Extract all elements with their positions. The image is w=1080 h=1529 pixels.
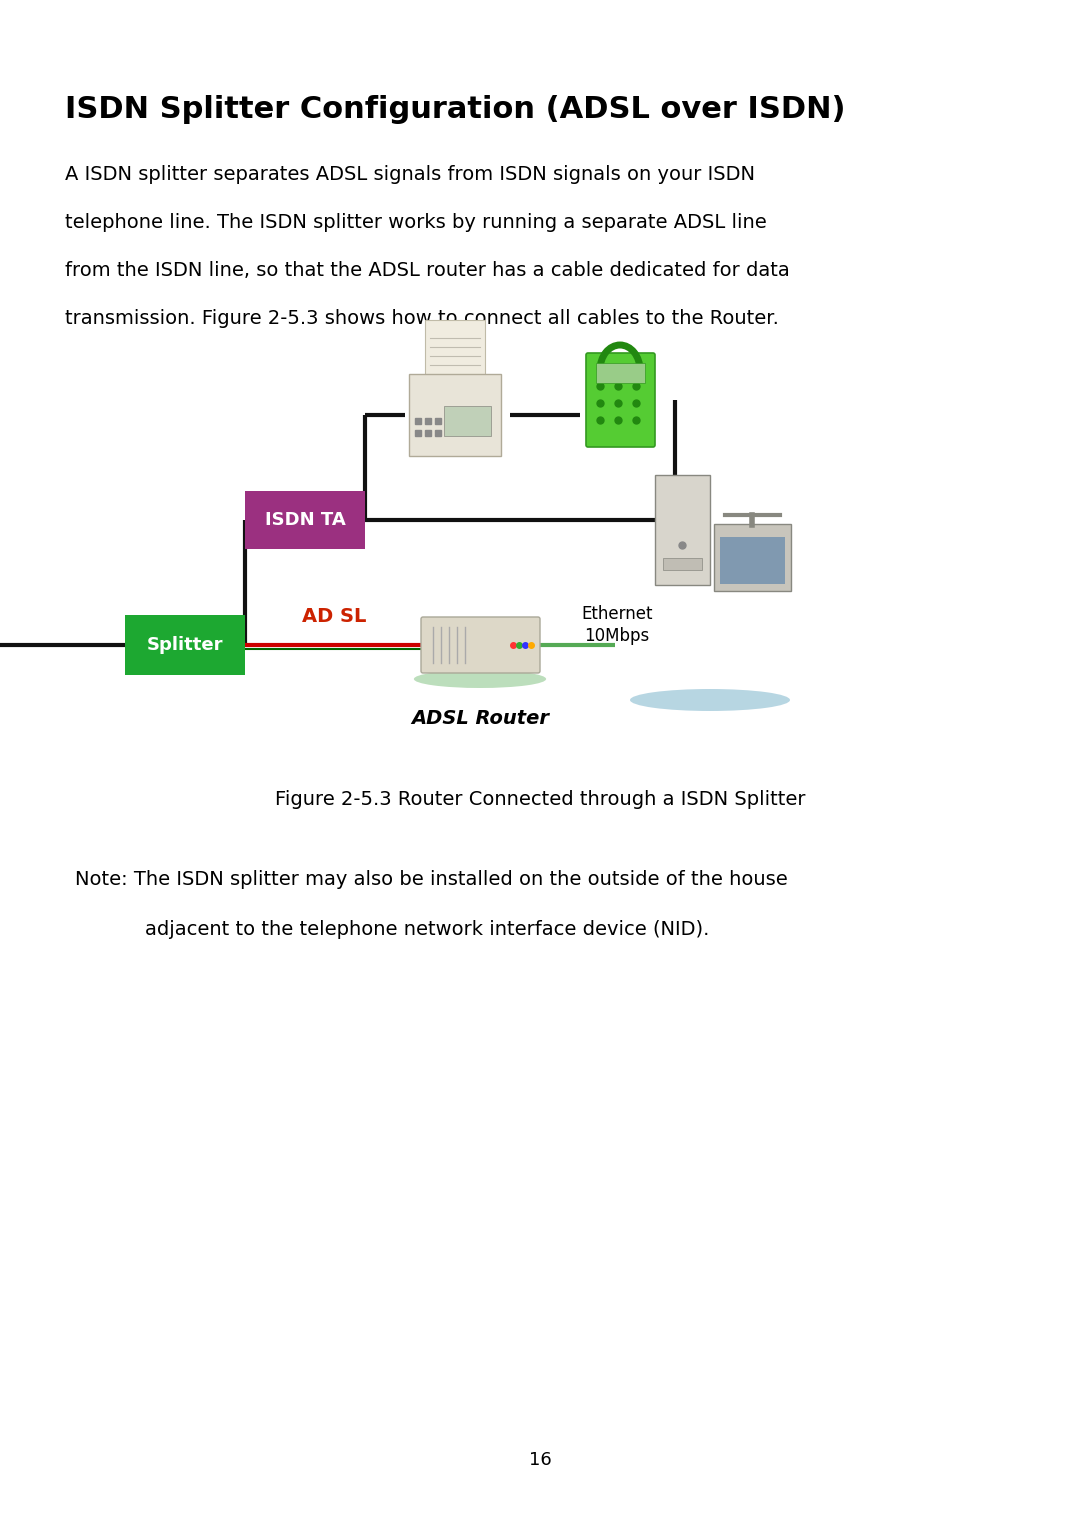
Text: from the ISDN line, so that the ADSL router has a cable dedicated for data: from the ISDN line, so that the ADSL rou… bbox=[65, 261, 789, 280]
FancyBboxPatch shape bbox=[714, 524, 791, 592]
Text: ISDN Splitter Configuration (ADSL over ISDN): ISDN Splitter Configuration (ADSL over I… bbox=[65, 95, 846, 124]
Ellipse shape bbox=[414, 670, 546, 688]
Text: adjacent to the telephone network interface device (NID).: adjacent to the telephone network interf… bbox=[145, 920, 710, 939]
FancyBboxPatch shape bbox=[426, 320, 485, 375]
FancyBboxPatch shape bbox=[125, 615, 245, 674]
FancyBboxPatch shape bbox=[444, 407, 491, 436]
FancyBboxPatch shape bbox=[596, 362, 645, 382]
FancyBboxPatch shape bbox=[245, 491, 365, 549]
Text: transmission. Figure 2-5.3 shows how to connect all cables to the Router.: transmission. Figure 2-5.3 shows how to … bbox=[65, 309, 779, 329]
Text: 16: 16 bbox=[528, 1451, 552, 1469]
Text: telephone line. The ISDN splitter works by running a separate ADSL line: telephone line. The ISDN splitter works … bbox=[65, 213, 767, 232]
Text: A ISDN splitter separates ADSL signals from ISDN signals on your ISDN: A ISDN splitter separates ADSL signals f… bbox=[65, 165, 755, 183]
FancyBboxPatch shape bbox=[421, 618, 540, 673]
Text: Splitter: Splitter bbox=[147, 636, 224, 654]
FancyBboxPatch shape bbox=[586, 353, 654, 446]
FancyBboxPatch shape bbox=[409, 375, 501, 456]
FancyBboxPatch shape bbox=[720, 537, 785, 584]
Text: ISDN TA: ISDN TA bbox=[265, 511, 346, 529]
Text: Figure 2-5.3 Router Connected through a ISDN Splitter: Figure 2-5.3 Router Connected through a … bbox=[274, 790, 806, 809]
Text: AD SL: AD SL bbox=[301, 607, 366, 627]
Ellipse shape bbox=[630, 690, 789, 711]
FancyBboxPatch shape bbox=[654, 476, 710, 586]
Text: ADSL Router: ADSL Router bbox=[411, 709, 549, 728]
Text: Ethernet
10Mbps: Ethernet 10Mbps bbox=[581, 605, 652, 645]
Text: Note: The ISDN splitter may also be installed on the outside of the house: Note: The ISDN splitter may also be inst… bbox=[75, 870, 787, 888]
FancyBboxPatch shape bbox=[663, 558, 702, 570]
